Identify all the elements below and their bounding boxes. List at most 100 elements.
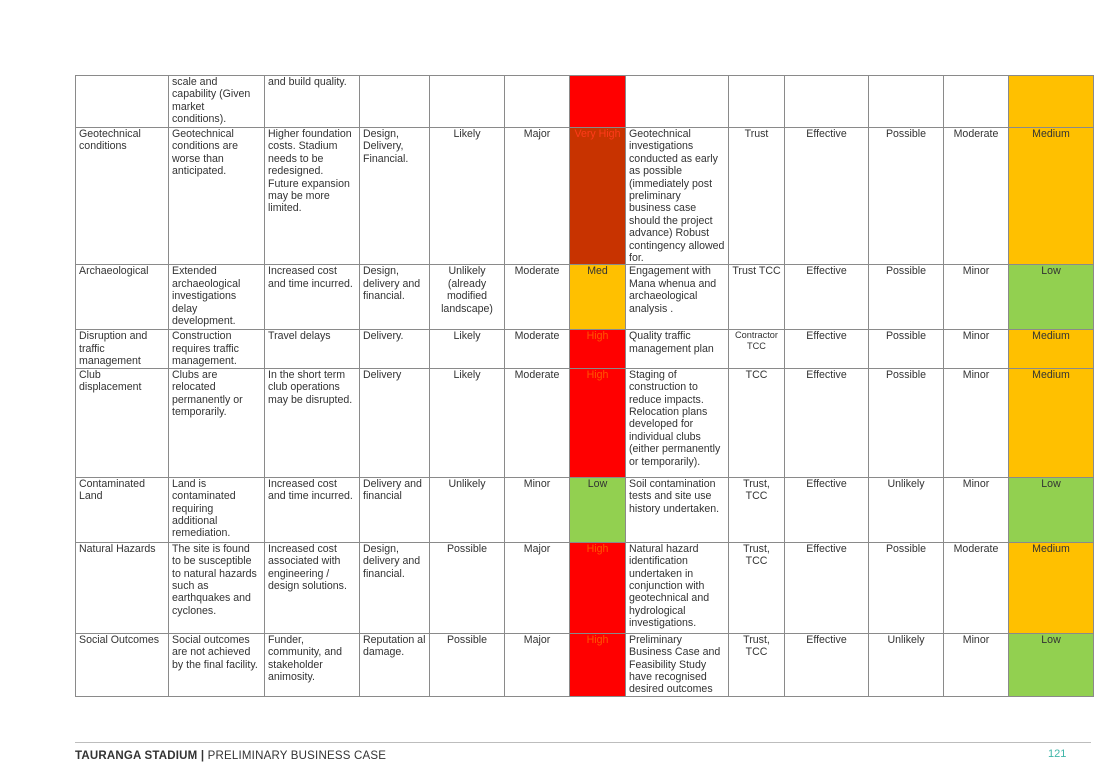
impact-cell: Funder, community, and stakeholder animo…: [264, 632, 360, 697]
effectiveness-cell: Effective: [784, 367, 869, 478]
residual-rating-cell: [1008, 75, 1094, 128]
residual-likelihood-cell: Unlikely: [868, 632, 944, 697]
risk-register-table: scale and capability (Given market condi…: [75, 75, 1094, 697]
likelihood-cell: Likely: [429, 367, 505, 478]
likelihood-cell: Unlikely (already modified landscape): [429, 264, 505, 331]
category-cell: Delivery and financial: [359, 476, 430, 543]
mitigation-cell: Engagement with Mana whenua and archaeol…: [625, 264, 729, 331]
cause-cell: scale and capability (Given market condi…: [168, 75, 265, 128]
residual-rating-cell: Low: [1008, 476, 1094, 543]
owner-cell: Trust, TCC: [728, 541, 785, 634]
owner-cell: Trust: [728, 126, 785, 266]
likelihood-cell: Likely: [429, 126, 505, 266]
category-cell: Design, Delivery, Financial.: [359, 126, 430, 266]
cause-cell: Geotechnical conditions are worse than a…: [168, 126, 265, 266]
residual-rating-cell: Medium: [1008, 329, 1094, 369]
effectiveness-cell: Effective: [784, 476, 869, 543]
footer-title-rest: PRELIMINARY BUSINESS CASE: [204, 750, 387, 762]
consequence-cell: Minor: [504, 476, 570, 543]
residual-consequence-cell: Moderate: [943, 126, 1009, 266]
residual-rating-cell: Medium: [1008, 126, 1094, 266]
effectiveness-cell: [784, 75, 869, 128]
risk-name-cell: [75, 75, 169, 128]
residual-consequence-cell: Minor: [943, 329, 1009, 369]
impact-cell: and build quality.: [264, 75, 360, 128]
category-cell: Reputation al damage.: [359, 632, 430, 697]
footer-divider: [75, 742, 1091, 743]
residual-likelihood-cell: Possible: [868, 126, 944, 266]
effectiveness-cell: Effective: [784, 264, 869, 331]
residual-consequence-cell: [943, 75, 1009, 128]
impact-cell: In the short term club operations may be…: [264, 367, 360, 478]
cause-cell: The site is found to be susceptible to n…: [168, 541, 265, 634]
risk-name-cell: Geotechnical conditions: [75, 126, 169, 266]
consequence-cell: Major: [504, 541, 570, 634]
effectiveness-cell: Effective: [784, 541, 869, 634]
residual-consequence-cell: Minor: [943, 632, 1009, 697]
table-row: Natural Hazards The site is found to be s…: [75, 541, 1094, 634]
residual-likelihood-cell: Possible: [868, 367, 944, 478]
residual-likelihood-cell: Unlikely: [868, 476, 944, 543]
residual-rating-cell: Medium: [1008, 541, 1094, 634]
table-row: Geotechnical conditions Geotechnical cond…: [75, 126, 1094, 266]
table-row: Club displacement Clubs are relocated per…: [75, 367, 1094, 478]
likelihood-cell: [429, 75, 505, 128]
owner-cell: Contractor TCC: [728, 329, 785, 369]
footer-title-bold: TAURANGA STADIUM |: [75, 750, 205, 762]
footer-document-title: TAURANGA STADIUM | PRELIMINARY BUSINESS …: [75, 750, 386, 762]
cause-cell: Land is contaminated requiring additiona…: [168, 476, 265, 543]
category-cell: [359, 75, 430, 128]
consequence-cell: Moderate: [504, 367, 570, 478]
risk-name-cell: Archaeological: [75, 264, 169, 331]
likelihood-cell: Possible: [429, 632, 505, 697]
consequence-cell: Major: [504, 632, 570, 697]
table-row: Social Outcomes Social outcomes are not a…: [75, 632, 1094, 697]
owner-cell: Trust, TCC: [728, 476, 785, 543]
inherent-rating-cell: Low: [569, 476, 626, 543]
cause-cell: Extended archaeological investigations d…: [168, 264, 265, 331]
category-cell: Delivery: [359, 367, 430, 478]
mitigation-cell: Soil contamination tests and site use hi…: [625, 476, 729, 543]
mitigation-cell: Staging of construction to reduce impact…: [625, 367, 729, 478]
consequence-cell: Moderate: [504, 329, 570, 369]
residual-consequence-cell: Minor: [943, 264, 1009, 331]
residual-consequence-cell: Moderate: [943, 541, 1009, 634]
category-cell: Delivery.: [359, 329, 430, 369]
residual-likelihood-cell: [868, 75, 944, 128]
residual-rating-cell: Low: [1008, 632, 1094, 697]
inherent-rating-cell: Very High: [569, 126, 626, 266]
impact-cell: Increased cost associated with engineeri…: [264, 541, 360, 634]
cause-cell: Clubs are relocated permanently or tempo…: [168, 367, 265, 478]
residual-likelihood-cell: Possible: [868, 329, 944, 369]
owner-cell: TCC: [728, 367, 785, 478]
residual-consequence-cell: Minor: [943, 476, 1009, 543]
inherent-rating-cell: Med: [569, 264, 626, 331]
effectiveness-cell: Effective: [784, 329, 869, 369]
cause-cell: Social outcomes are not achieved by the …: [168, 632, 265, 697]
risk-name-cell: Club displacement: [75, 367, 169, 478]
table-row: Disruption and traffic management Constru…: [75, 329, 1094, 369]
residual-rating-cell: Low: [1008, 264, 1094, 331]
risk-name-cell: Disruption and traffic management: [75, 329, 169, 369]
likelihood-cell: Likely: [429, 329, 505, 369]
consequence-cell: Moderate: [504, 264, 570, 331]
residual-rating-cell: Medium: [1008, 367, 1094, 478]
impact-cell: Travel delays: [264, 329, 360, 369]
impact-cell: Increased cost and time incurred.: [264, 264, 360, 331]
mitigation-cell: Preliminary Business Case and Feasibilit…: [625, 632, 729, 697]
effectiveness-cell: Effective: [784, 632, 869, 697]
inherent-rating-cell: High: [569, 367, 626, 478]
risk-table-body: scale and capability (Given market condi…: [75, 75, 1094, 697]
inherent-rating-cell: High: [569, 329, 626, 369]
impact-cell: Higher foundation costs. Stadium needs t…: [264, 126, 360, 266]
residual-consequence-cell: Minor: [943, 367, 1009, 478]
effectiveness-cell: Effective: [784, 126, 869, 266]
page-number: 121: [1048, 748, 1067, 760]
risk-name-cell: Contaminated Land: [75, 476, 169, 543]
residual-likelihood-cell: Possible: [868, 541, 944, 634]
inherent-rating-cell: High: [569, 632, 626, 697]
consequence-cell: Major: [504, 126, 570, 266]
impact-cell: Increased cost and time incurred.: [264, 476, 360, 543]
inherent-rating-cell: [569, 75, 626, 128]
owner-cell: [728, 75, 785, 128]
